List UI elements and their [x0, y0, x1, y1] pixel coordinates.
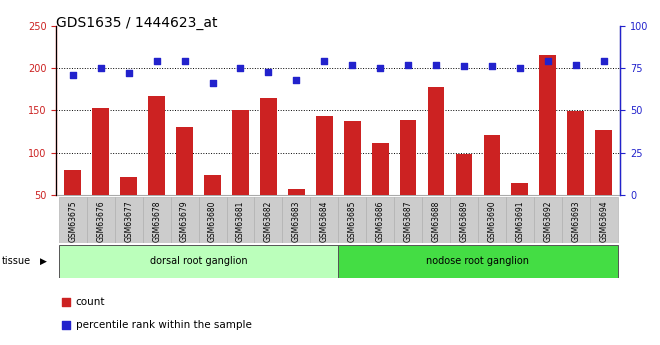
- Text: GDS1635 / 1444623_at: GDS1635 / 1444623_at: [56, 16, 218, 30]
- Bar: [176, 127, 193, 195]
- Bar: [455, 154, 473, 195]
- Bar: [226, 197, 255, 243]
- Text: GSM63686: GSM63686: [376, 200, 385, 242]
- Bar: [595, 130, 612, 195]
- Text: GSM63684: GSM63684: [320, 200, 329, 242]
- Bar: [87, 197, 115, 243]
- Text: GSM63690: GSM63690: [487, 200, 496, 242]
- Text: GSM63681: GSM63681: [236, 200, 245, 242]
- Bar: [372, 142, 389, 195]
- Bar: [232, 110, 249, 195]
- Bar: [338, 197, 366, 243]
- Text: GSM63676: GSM63676: [96, 200, 106, 242]
- Point: [123, 70, 134, 76]
- Point: [403, 62, 413, 68]
- Point: [425, 16, 436, 21]
- Point: [319, 59, 329, 64]
- Point: [207, 81, 218, 86]
- Bar: [316, 116, 333, 195]
- Point: [515, 66, 525, 71]
- Text: GSM63693: GSM63693: [571, 200, 580, 242]
- Bar: [400, 120, 416, 195]
- Bar: [512, 183, 528, 195]
- Bar: [199, 197, 226, 243]
- Text: GSM63692: GSM63692: [543, 200, 552, 242]
- Point: [96, 66, 106, 71]
- Text: GSM63682: GSM63682: [264, 200, 273, 242]
- Text: GSM63675: GSM63675: [69, 200, 77, 242]
- Point: [570, 62, 581, 68]
- Bar: [534, 197, 562, 243]
- Bar: [506, 197, 534, 243]
- Bar: [338, 245, 618, 278]
- Text: dorsal root ganglion: dorsal root ganglion: [150, 256, 248, 266]
- Text: GSM63694: GSM63694: [599, 200, 608, 242]
- Text: GSM63678: GSM63678: [152, 200, 161, 242]
- Text: GSM63691: GSM63691: [515, 200, 524, 242]
- Bar: [428, 87, 444, 195]
- Bar: [344, 121, 360, 195]
- Bar: [310, 197, 338, 243]
- Bar: [539, 56, 556, 195]
- Point: [180, 59, 190, 64]
- Bar: [59, 197, 87, 243]
- Point: [599, 59, 609, 64]
- Bar: [255, 197, 282, 243]
- Bar: [589, 197, 618, 243]
- Bar: [59, 245, 338, 278]
- Point: [347, 62, 358, 68]
- Bar: [115, 197, 143, 243]
- Bar: [288, 189, 305, 195]
- Text: ▶: ▶: [40, 257, 46, 266]
- Bar: [260, 98, 277, 195]
- Point: [67, 72, 78, 78]
- Text: percentile rank within the sample: percentile rank within the sample: [76, 320, 251, 330]
- Bar: [562, 197, 589, 243]
- Text: GSM63683: GSM63683: [292, 200, 301, 242]
- Point: [425, 220, 436, 225]
- Bar: [484, 135, 500, 195]
- Point: [291, 77, 302, 83]
- Bar: [120, 177, 137, 195]
- Point: [263, 69, 274, 74]
- Text: tissue: tissue: [2, 256, 31, 266]
- Text: GSM63679: GSM63679: [180, 200, 189, 242]
- Point: [235, 66, 246, 71]
- Bar: [143, 197, 171, 243]
- Point: [459, 64, 469, 69]
- Point: [486, 64, 497, 69]
- Bar: [282, 197, 310, 243]
- Bar: [65, 170, 81, 195]
- Point: [543, 59, 553, 64]
- Text: GSM63677: GSM63677: [124, 200, 133, 242]
- Text: GSM63680: GSM63680: [208, 200, 217, 242]
- Bar: [394, 197, 422, 243]
- Point: [431, 62, 442, 68]
- Bar: [450, 197, 478, 243]
- Text: GSM63687: GSM63687: [403, 200, 412, 242]
- Bar: [171, 197, 199, 243]
- Text: GSM63685: GSM63685: [348, 200, 356, 242]
- Point: [151, 59, 162, 64]
- Bar: [478, 197, 506, 243]
- Text: GSM63689: GSM63689: [459, 200, 469, 242]
- Point: [375, 66, 385, 71]
- Bar: [422, 197, 450, 243]
- Bar: [92, 108, 109, 195]
- Bar: [148, 96, 165, 195]
- Bar: [366, 197, 394, 243]
- Bar: [568, 111, 584, 195]
- Text: count: count: [76, 297, 106, 307]
- Text: nodose root ganglion: nodose root ganglion: [426, 256, 529, 266]
- Text: GSM63688: GSM63688: [432, 200, 440, 242]
- Bar: [204, 176, 221, 195]
